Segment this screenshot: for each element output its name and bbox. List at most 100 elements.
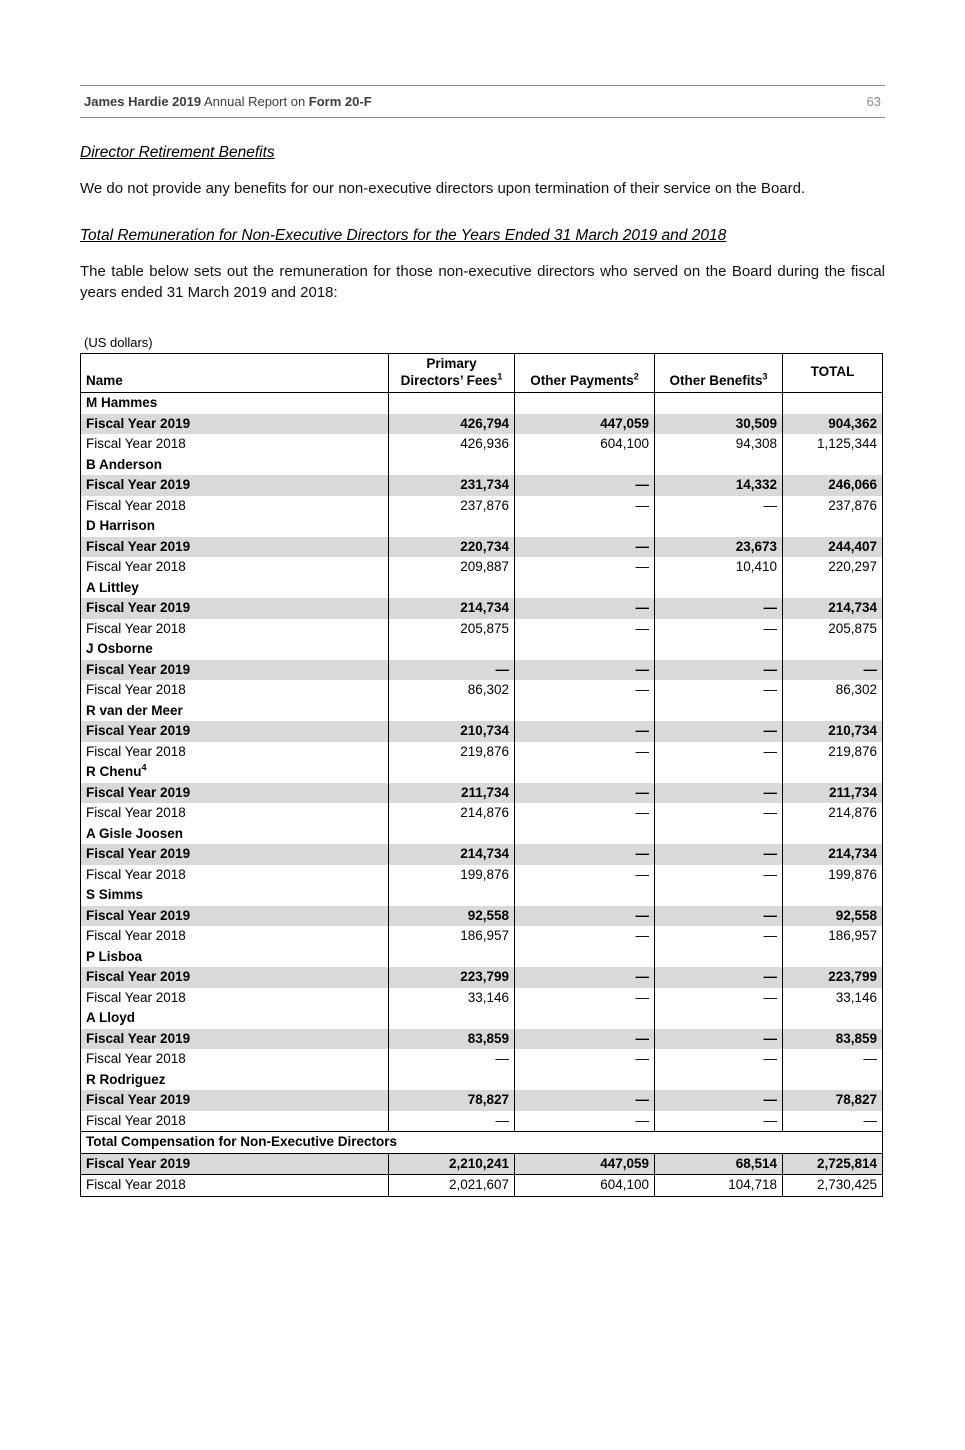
empty-cell [514,762,655,783]
fiscal-year-label: Fiscal Year 2019 [80,1152,389,1175]
fiscal-year-label: Fiscal Year 2018 [80,741,389,762]
value-cell: 78,827 [782,1090,883,1111]
value-cell: 220,297 [782,557,883,578]
value-cell: 94,308 [654,434,783,455]
value-cell: 30,509 [654,413,783,434]
value-cell: — [654,987,783,1008]
fiscal-year-label: Fiscal Year 2019 [80,905,389,926]
fiscal-year-row: Fiscal Year 2018 186,957— —186,957 [80,926,883,947]
value-cell: 211,734 [388,782,515,803]
paragraph-table-intro: The table below sets out the remuneratio… [80,263,885,301]
col-header-total: TOTAL [782,353,883,393]
value-cell: — [514,598,655,619]
remuneration-table: Name Primary Directors’ Fees1 Other Paym… [80,353,883,1197]
fiscal-year-label: Fiscal Year 2019 [80,413,389,434]
value-cell: — [388,1049,515,1070]
fiscal-year-row: Fiscal Year 2018— — — — [80,1049,883,1070]
director-name-row: A Gisle Joosen [80,823,883,844]
report-title: James Hardie 2019 Annual Report on Form … [84,94,372,109]
fiscal-year-label: Fiscal Year 2018 [80,434,389,455]
director-name: S Simms [80,885,389,906]
fiscal-year-row: Fiscal Year 2019 211,734— —211,734 [80,782,883,803]
value-cell: — [388,1110,515,1132]
fiscal-year-label: Fiscal Year 2019 [80,598,389,619]
fiscal-year-row: Fiscal Year 2018 219,876— —219,876 [80,741,883,762]
value-cell: — [514,926,655,947]
director-name-row: S Simms [80,885,883,906]
director-name: D Harrison [80,516,389,537]
report-title-middle: Annual Report on [201,94,309,109]
value-cell: — [514,1110,655,1132]
value-cell: — [654,680,783,701]
empty-cell [514,516,655,537]
empty-cell [782,639,883,660]
value-cell: 426,936 [388,434,515,455]
value-cell: 199,876 [782,864,883,885]
empty-cell [514,639,655,660]
empty-cell [388,885,515,906]
director-name: A Lloyd [80,1008,389,1029]
document-page: James Hardie 2019 Annual Report on Form … [0,85,965,1450]
empty-cell [514,392,655,414]
value-cell: 219,876 [782,741,883,762]
fiscal-year-row: Fiscal Year 2019— — — — [80,659,883,680]
fiscal-year-row: Fiscal Year 2019 210,734— —210,734 [80,721,883,742]
fiscal-year-label: Fiscal Year 2018 [80,680,389,701]
value-cell: 78,827 [388,1090,515,1111]
value-cell: — [514,557,655,578]
empty-cell [782,516,883,537]
value-cell: — [514,680,655,701]
value-cell: 214,876 [782,803,883,824]
value-cell: — [654,1110,783,1132]
empty-cell [388,454,515,475]
empty-cell [782,1008,883,1029]
value-cell: — [514,721,655,742]
report-title-brand: James Hardie 2019 [84,94,202,109]
director-name-row: B Anderson [80,454,883,475]
empty-cell [654,454,783,475]
value-cell: — [654,495,783,516]
value-cell: — [514,1090,655,1111]
col-header-primary-directors-fees: Primary Directors’ Fees1 [388,353,515,393]
footnote-ref-4: 4 [141,762,147,773]
value-cell: — [654,1090,783,1111]
value-cell: — [514,495,655,516]
value-cell: — [782,1110,883,1132]
value-cell: — [654,1049,783,1070]
value-cell: 604,100 [514,434,655,455]
empty-cell [654,885,783,906]
empty-cell [388,823,515,844]
value-cell: — [654,598,783,619]
value-cell: 209,887 [388,557,515,578]
value-cell: — [654,905,783,926]
value-cell: 426,794 [388,413,515,434]
table-body: M Hammes Fiscal Year 2019 426,794 447,059 30… [80,392,883,1196]
page-content: Director Retirement Benefits We do not p… [80,144,885,1197]
footnote-ref-2: 2 [633,371,639,381]
empty-cell [514,577,655,598]
empty-cell [388,516,515,537]
value-cell: 447,059 [514,413,655,434]
page-header: James Hardie 2019 Annual Report on Form … [80,85,885,118]
value-cell: 211,734 [782,782,883,803]
director-name: A Littley [80,577,389,598]
value-cell: 1,125,344 [782,434,883,455]
value-cell: — [514,659,655,680]
fiscal-year-label: Fiscal Year 2018 [80,1174,389,1196]
value-cell: — [654,844,783,865]
value-cell: 214,734 [782,598,883,619]
col-header-other-payments: Other Payments2 [514,353,655,393]
empty-cell [388,639,515,660]
value-cell: 92,558 [782,905,883,926]
fiscal-year-row: Fiscal Year 2019 78,827— —78,827 [80,1090,883,1111]
fiscal-year-row: Fiscal Year 2018 205,875— —205,875 [80,618,883,639]
value-cell: 214,734 [388,598,515,619]
director-name: R Chenu4 [80,762,389,783]
fiscal-year-row: Fiscal Year 2019 92,558— —92,558 [80,905,883,926]
empty-cell [388,1008,515,1029]
value-cell: 92,558 [388,905,515,926]
value-cell: 205,875 [782,618,883,639]
empty-cell [782,762,883,783]
total-compensation-label-row: Total Compensation for Non-Executive Dir… [80,1131,883,1154]
empty-cell [514,1069,655,1090]
